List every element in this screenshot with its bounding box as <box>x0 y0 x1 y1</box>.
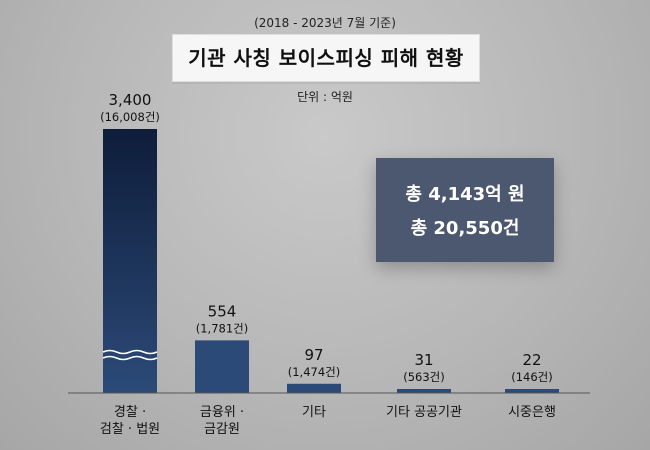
count-label: (146건) <box>511 370 553 384</box>
period-label: (2018 - 2023년 7월 기준) <box>254 16 396 30</box>
count-label: (1,474건) <box>288 365 340 379</box>
axis-break-mark <box>102 355 158 361</box>
category-label: 기타 공공기관 <box>386 405 462 420</box>
value-label: 31 <box>414 351 433 369</box>
chart-title: 기관 사칭 보이스피싱 피해 현황 <box>188 46 464 70</box>
unit-label: 단위 : 억원 <box>297 90 353 104</box>
category-label: 시중은행 <box>508 404 556 420</box>
value-label: 554 <box>208 302 237 320</box>
value-label: 97 <box>304 346 323 364</box>
category-label: 검찰 · 법원 <box>100 422 160 437</box>
total-amount: 총 4,143억 원 <box>405 184 525 205</box>
category-label: 경찰 · <box>114 405 146 420</box>
value-label: 22 <box>522 351 541 369</box>
category-label: 금감원 <box>204 422 240 437</box>
value-label: 3,400 <box>109 91 152 109</box>
count-label: (1,781건) <box>196 321 248 335</box>
bar-0 <box>103 129 157 393</box>
bar-2 <box>287 383 341 393</box>
count-label: (563건) <box>403 370 445 384</box>
title-banner: 기관 사칭 보이스피싱 피해 현황 <box>172 34 480 82</box>
count-label: (16,008건) <box>100 110 160 124</box>
bar-1 <box>195 340 249 393</box>
category-label: 기타 <box>302 405 326 420</box>
total-summary-box: 총 4,143억 원 총 20,550건 <box>376 158 554 262</box>
total-count: 총 20,550건 <box>410 218 520 239</box>
bar-3 <box>397 389 451 393</box>
category-label: 금융위 · <box>200 405 244 420</box>
bar-4 <box>505 389 559 393</box>
axis-break-mark <box>102 349 158 355</box>
